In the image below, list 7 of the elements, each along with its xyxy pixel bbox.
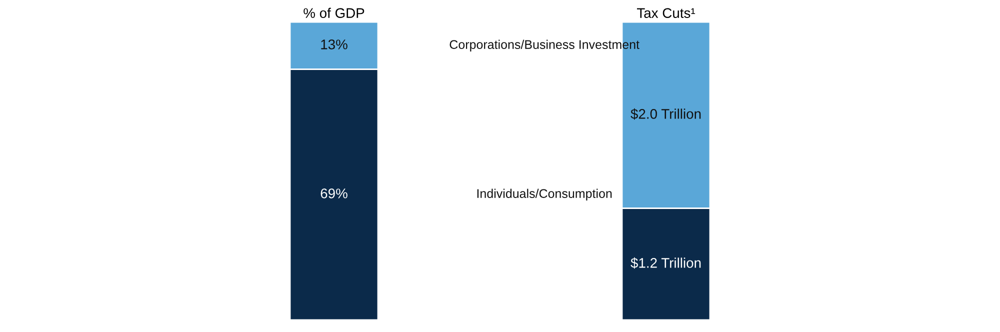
data-label: 13% — [321, 40, 348, 50]
data-label: $1.2 Trillion — [630, 257, 701, 269]
chart-title: Tax Cuts¹ — [636, 8, 696, 18]
chart-title: % of GDP — [304, 8, 364, 18]
data-label: $2.0 Trillion — [630, 108, 701, 120]
text: Individuals/Consumption — [477, 188, 612, 200]
data-label: 69% — [320, 188, 348, 198]
